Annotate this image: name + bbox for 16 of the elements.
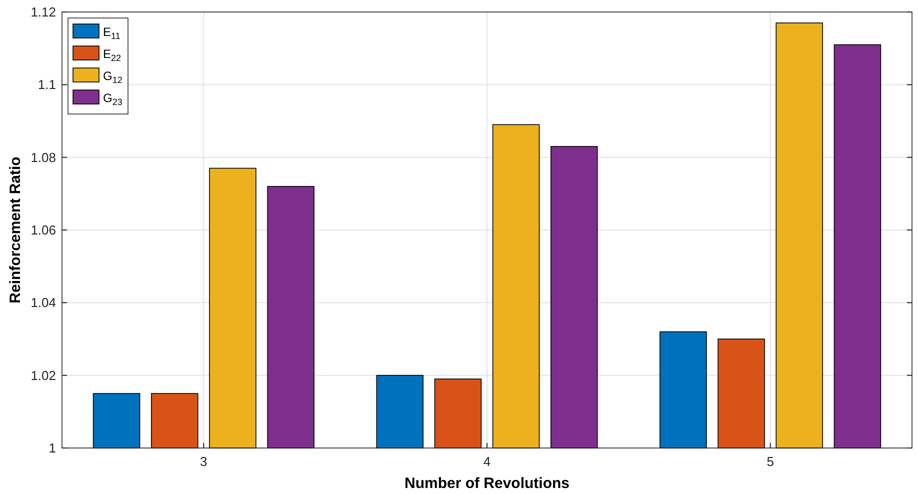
x-tick-label: 4 bbox=[483, 454, 491, 469]
y-tick-label: 1.12 bbox=[30, 4, 56, 20]
y-tick-label: 1.1 bbox=[38, 77, 56, 92]
x-tick-label: 3 bbox=[200, 454, 208, 469]
y-tick-label: 1.02 bbox=[30, 368, 56, 383]
legend-label: E$_{11}$ bbox=[103, 25, 120, 41]
legend-label: G$_{23}$ bbox=[103, 91, 122, 107]
legend-label: E$_{22}$ bbox=[103, 47, 122, 63]
y-tick-label: 1.08 bbox=[30, 150, 56, 165]
x-axis-title: Number of Revolutions bbox=[404, 475, 570, 492]
y-axis-title: Reinforcement Ratio bbox=[7, 156, 24, 304]
y-tick-label: 1.04 bbox=[30, 295, 56, 310]
y-tick-label: 1 bbox=[48, 440, 56, 456]
x-tick-label: 5 bbox=[766, 454, 774, 469]
y-tick-label: 1.06 bbox=[30, 222, 56, 238]
legend-label: G$_{12}$ bbox=[103, 69, 122, 85]
